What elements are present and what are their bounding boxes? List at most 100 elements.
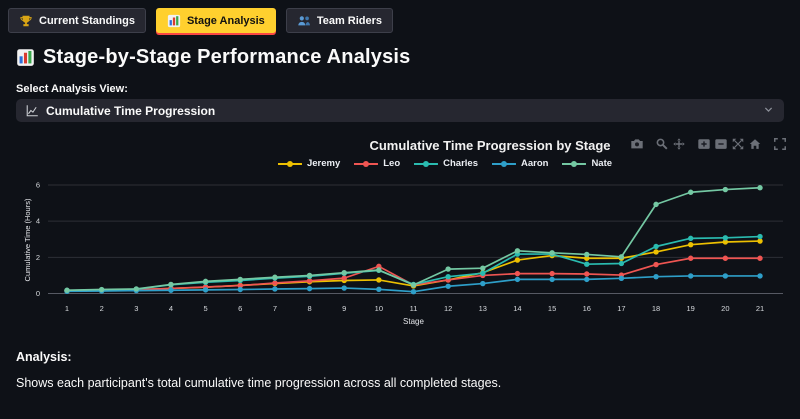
data-point[interactable] (653, 261, 659, 268)
data-point[interactable] (722, 255, 729, 261)
data-point[interactable] (237, 286, 243, 293)
data-point[interactable] (757, 238, 763, 244)
data-point[interactable] (272, 274, 278, 280)
data-point[interactable] (584, 271, 590, 277)
data-point[interactable] (237, 282, 243, 289)
data-point[interactable] (514, 257, 521, 263)
data-point[interactable] (514, 276, 521, 283)
tab-team-riders[interactable]: Team Riders (285, 8, 394, 33)
data-point[interactable] (549, 276, 555, 283)
legend-label: Aaron (520, 158, 549, 169)
data-point[interactable] (480, 265, 486, 271)
data-point[interactable] (549, 250, 555, 256)
legend-swatch (414, 160, 439, 167)
data-point[interactable] (514, 270, 521, 277)
data-point[interactable] (722, 186, 729, 193)
data-point[interactable] (584, 276, 590, 283)
data-point[interactable] (514, 248, 521, 254)
data-point[interactable] (618, 275, 625, 282)
data-point[interactable] (584, 261, 590, 267)
x-tick-label: 5 (204, 304, 208, 313)
legend-item-nate[interactable]: Nate (562, 158, 612, 169)
x-tick-label: 4 (169, 304, 173, 313)
data-point[interactable] (722, 239, 729, 245)
data-point[interactable] (410, 288, 417, 295)
analysis-view-select[interactable]: Cumulative Time Progression (16, 99, 784, 122)
data-point[interactable] (306, 272, 313, 279)
fullscreen-icon[interactable] (771, 136, 788, 151)
data-point[interactable] (445, 283, 451, 289)
data-point[interactable] (376, 286, 382, 293)
legend-item-jeremy[interactable]: Jeremy (277, 158, 340, 169)
data-point[interactable] (341, 270, 347, 276)
data-point[interactable] (445, 273, 451, 280)
chevron-down-icon[interactable] (763, 104, 774, 118)
chart-legend: Jeremy Leo Charles Aaron Nate (277, 158, 612, 169)
data-point[interactable] (168, 287, 174, 293)
data-point[interactable] (722, 273, 729, 279)
legend-swatch (277, 160, 302, 167)
data-point[interactable] (480, 270, 486, 276)
data-point[interactable] (549, 270, 555, 277)
data-point[interactable] (341, 285, 347, 291)
data-point[interactable] (584, 251, 590, 258)
zoom-in-icon[interactable] (695, 136, 712, 151)
data-point[interactable] (688, 189, 694, 195)
tab-label: Stage Analysis (186, 14, 265, 27)
data-point[interactable] (133, 286, 139, 292)
pan-icon[interactable] (670, 136, 687, 151)
data-point[interactable] (618, 260, 625, 267)
data-point[interactable] (272, 286, 278, 292)
legend-item-aaron[interactable]: Aaron (491, 158, 549, 169)
x-tick-label: 1 (65, 304, 69, 313)
data-point[interactable] (757, 255, 763, 261)
data-point[interactable] (168, 281, 174, 288)
data-point[interactable] (757, 273, 763, 279)
data-point[interactable] (445, 266, 451, 272)
legend-item-leo[interactable]: Leo (354, 158, 400, 169)
data-point[interactable] (98, 286, 105, 293)
data-point[interactable] (306, 278, 313, 284)
data-point[interactable] (688, 235, 694, 242)
x-tick-label: 12 (444, 304, 452, 313)
zoom-out-icon[interactable] (712, 136, 729, 151)
data-point[interactable] (688, 255, 694, 261)
zoom-icon[interactable] (653, 136, 670, 151)
data-point[interactable] (376, 277, 382, 283)
camera-icon[interactable] (628, 136, 645, 151)
tab-label: Current Standings (39, 14, 135, 27)
data-point[interactable] (757, 233, 763, 240)
data-point[interactable] (653, 201, 659, 208)
data-point[interactable] (64, 287, 70, 293)
home-icon[interactable] (746, 136, 763, 151)
data-point[interactable] (202, 278, 209, 285)
x-tick-label: 19 (687, 304, 695, 313)
data-point[interactable] (688, 273, 694, 279)
tab-bar: Current Standings Stage Analysis Team Ride… (8, 8, 394, 33)
data-point[interactable] (653, 243, 659, 250)
autoscale-icon[interactable] (729, 136, 746, 151)
data-point[interactable] (688, 241, 694, 248)
data-point[interactable] (653, 249, 659, 255)
data-point[interactable] (341, 275, 347, 281)
data-point[interactable] (237, 276, 243, 283)
data-point[interactable] (480, 280, 486, 287)
data-point[interactable] (584, 255, 590, 261)
data-point[interactable] (306, 285, 313, 292)
tab-label: Team Riders (316, 14, 383, 27)
tab-stage-analysis[interactable]: Stage Analysis (155, 8, 276, 33)
legend-swatch (354, 160, 379, 167)
data-point[interactable] (757, 185, 763, 191)
page-title-text: Stage-by-Stage Performance Analysis (43, 46, 411, 68)
data-point[interactable] (376, 267, 382, 273)
data-point[interactable] (272, 280, 278, 286)
legend-item-charles[interactable]: Charles (414, 158, 478, 169)
data-point[interactable] (202, 287, 209, 293)
data-point[interactable] (410, 282, 417, 288)
data-point[interactable] (722, 235, 729, 241)
trophy-icon (19, 14, 33, 28)
data-point[interactable] (653, 273, 659, 280)
tab-current-standings[interactable]: Current Standings (8, 8, 146, 33)
data-point[interactable] (618, 254, 625, 260)
